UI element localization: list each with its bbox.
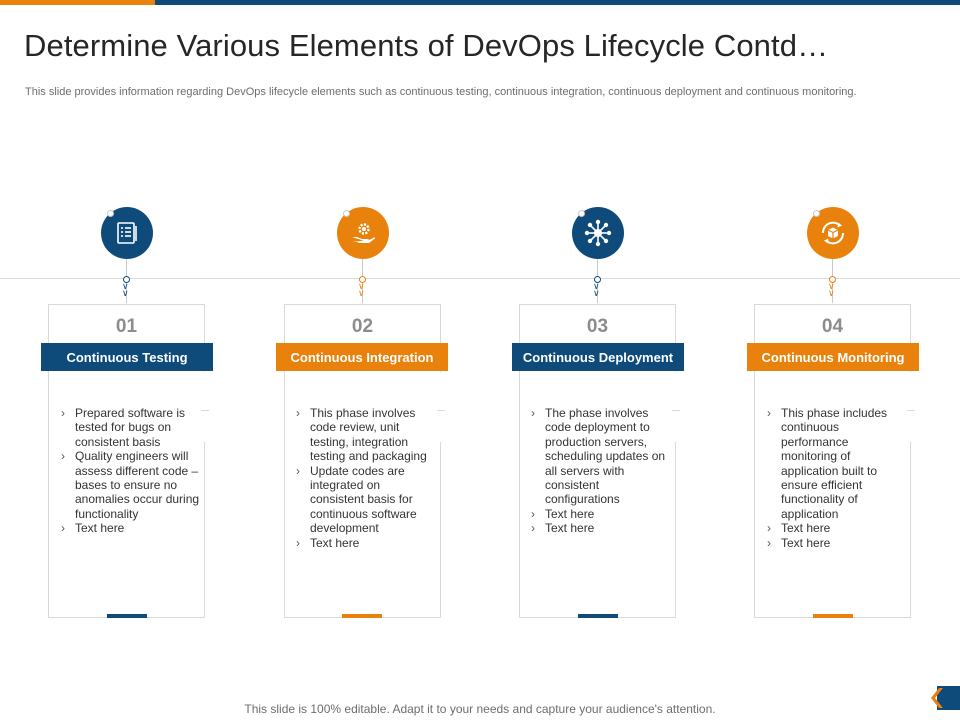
list-item: The phase involves code deployment to pr… (531, 406, 671, 507)
list-item: Text here (61, 521, 201, 536)
circle-ring (578, 210, 585, 217)
stage-connector-1: ∨ ∨ (122, 259, 132, 303)
stage-bullets-2: This phase involves code review, unit te… (296, 406, 436, 550)
stage-number-1: 01 (115, 316, 138, 337)
list-item: Text here (767, 521, 907, 536)
circle-ring (107, 210, 114, 217)
footer-note: This slide is 100% editable. Adapt it to… (244, 702, 716, 716)
stage-label-3: Continuous Deployment (512, 343, 684, 371)
stage-icon-circle-2 (337, 207, 389, 259)
stage-number-4: 04 (821, 316, 844, 337)
list-item: Prepared software is tested for bugs on … (61, 406, 201, 449)
top-accent-bar-blue (155, 0, 960, 5)
card-dash (907, 410, 915, 411)
stage-bullets-3: The phase involves code deployment to pr… (531, 406, 671, 536)
list-item: This phase involves code review, unit te… (296, 406, 436, 464)
list-item: Quality engineers will assess different … (61, 449, 201, 521)
circle-ring (343, 210, 350, 217)
chevron-left-icon (931, 686, 960, 710)
list-item: Text here (531, 521, 671, 536)
stage-bottom-accent-3 (578, 614, 618, 618)
stage-number-2: 02 (351, 316, 374, 337)
page-title: Determine Various Elements of DevOps Lif… (24, 28, 829, 63)
list-item: Update codes are integrated on consisten… (296, 464, 436, 536)
stage-icon-circle-3 (572, 207, 624, 259)
stage-icon-circle-1 (101, 207, 153, 259)
stage-icon-circle-4 (807, 207, 859, 259)
page-subtitle: This slide provides information regardin… (25, 86, 857, 98)
timeline-line (0, 278, 960, 279)
stage-bullets-1: Prepared software is tested for bugs on … (61, 406, 201, 536)
stage-bottom-accent-2 (342, 614, 382, 618)
list-item: Text here (531, 507, 671, 522)
checklist-icon (117, 222, 137, 244)
list-item: Text here (767, 536, 907, 551)
stage-bottom-accent-1 (107, 614, 147, 618)
top-accent-bar-orange (0, 0, 155, 5)
stage-label-4: Continuous Monitoring (747, 343, 919, 371)
stage-label-2: Continuous Integration (276, 343, 448, 371)
stage-connector-4: ∨ ∨ (828, 259, 838, 303)
stage-number-3: 03 (586, 316, 609, 337)
stage-bullets-4: This phase includes continuous performan… (767, 406, 907, 550)
list-item: This phase includes continuous performan… (767, 406, 907, 521)
card-dash (672, 410, 680, 411)
stage-connector-3: ∨ ∨ (593, 259, 603, 303)
network-hub-icon (584, 219, 612, 247)
gear-in-hand-icon (352, 223, 376, 243)
cycle-box-icon (821, 221, 845, 245)
card-dash (437, 410, 445, 411)
stage-label-1: Continuous Testing (41, 343, 213, 371)
card-dash (201, 410, 209, 411)
list-item: Text here (296, 536, 436, 551)
stage-bottom-accent-4 (813, 614, 853, 618)
stage-connector-2: ∨ ∨ (358, 259, 368, 303)
circle-ring (813, 210, 820, 217)
